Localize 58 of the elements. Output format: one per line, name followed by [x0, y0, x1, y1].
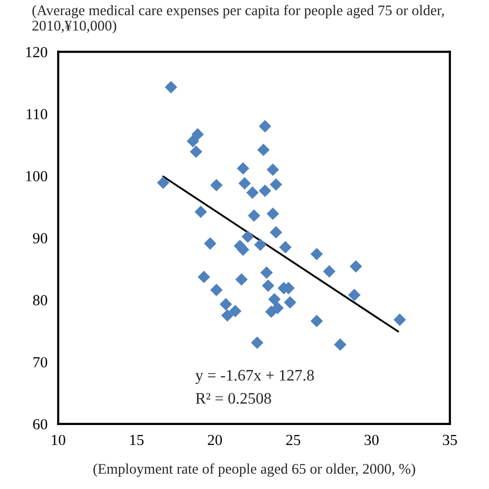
y-tick-label: 90	[32, 233, 48, 244]
point	[250, 336, 264, 349]
x-tick-label: 20	[208, 434, 222, 446]
point	[350, 260, 362, 273]
x-tick-label: 25	[286, 434, 300, 446]
y-tick-label: 100	[26, 171, 48, 182]
point	[164, 80, 178, 94]
point	[194, 206, 207, 218]
point	[310, 314, 323, 328]
point	[248, 209, 260, 222]
point	[246, 186, 259, 199]
y-axis-title: (Average medical care expenses per capita for people aged 75 or older, 2010,¥10,000)	[32, 4, 444, 34]
point	[191, 128, 204, 141]
point	[235, 273, 248, 286]
point	[236, 162, 250, 175]
point	[242, 230, 254, 243]
point	[266, 163, 280, 176]
point	[254, 238, 267, 251]
point	[257, 144, 270, 156]
point	[310, 248, 323, 260]
point	[265, 305, 278, 318]
point	[266, 208, 280, 220]
point	[258, 184, 272, 197]
point	[394, 314, 406, 326]
y-tick-label: 70	[34, 357, 48, 368]
point	[334, 338, 346, 351]
point	[198, 270, 210, 284]
point	[262, 279, 274, 292]
y-tick-label: 80	[33, 295, 48, 306]
y-tick-label: 120	[26, 46, 48, 58]
point	[204, 237, 216, 250]
point	[229, 304, 242, 318]
x-tick-label: 30	[364, 434, 379, 446]
y-tick-label: 60	[33, 419, 48, 430]
point	[220, 298, 232, 310]
point	[156, 176, 170, 189]
x-tick-label: 10	[52, 434, 66, 446]
point	[258, 120, 272, 132]
point	[210, 284, 223, 296]
x-tick-label: 15	[130, 434, 144, 446]
point	[348, 288, 361, 302]
point	[284, 296, 296, 309]
point	[190, 145, 202, 158]
point	[323, 265, 336, 278]
y-tick-label: 110	[26, 108, 48, 120]
point	[238, 177, 251, 190]
point	[186, 134, 200, 148]
point	[210, 178, 223, 192]
annotation: y = -1.67x + 127.8	[195, 370, 314, 384]
point	[270, 226, 282, 239]
point	[279, 240, 292, 254]
point	[260, 266, 273, 279]
point	[221, 309, 234, 322]
point	[268, 293, 281, 306]
x-axis-title: (Employment rate of people aged 65 or older, 2000, %)	[93, 463, 416, 477]
annotation: R² = 0.2508	[196, 392, 272, 404]
point	[270, 178, 282, 191]
x-tick-label: 35	[442, 434, 457, 446]
